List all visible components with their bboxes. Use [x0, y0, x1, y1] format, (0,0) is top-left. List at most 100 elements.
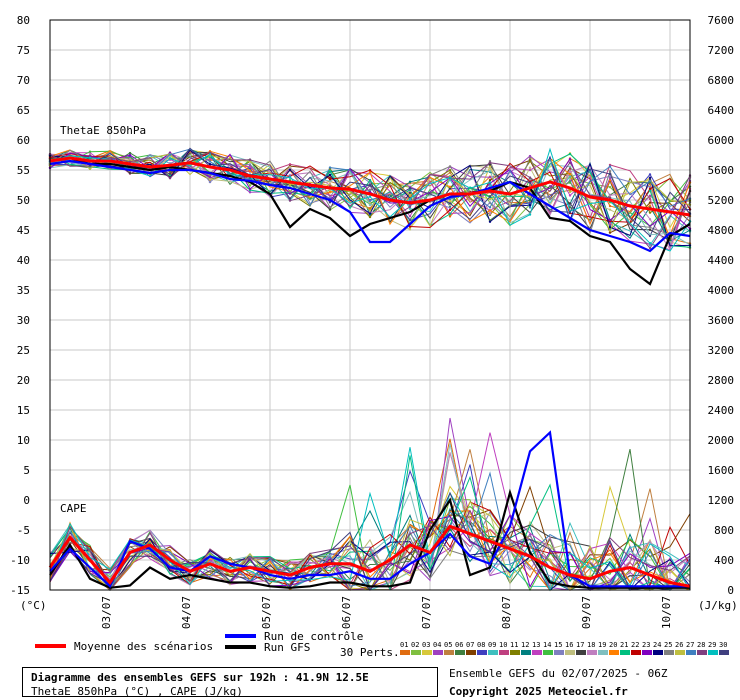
theta-member-point [208, 163, 212, 166]
legend-pert-number: 15 [554, 641, 562, 649]
theta-member-point [448, 215, 452, 218]
y-tick-label: 25 [17, 344, 30, 357]
theta-member-point [528, 160, 532, 163]
theta-member-point [408, 205, 412, 209]
theta-member-point [608, 179, 612, 182]
y2-tick-label: 3200 [708, 344, 735, 357]
theta-member-point [528, 198, 532, 201]
theta-member-point [448, 199, 452, 203]
legend-pert-number: 18 [587, 641, 595, 649]
chart-title: Diagramme des ensembles GEFS sur 192h : … [31, 671, 369, 684]
theta-member-point [448, 176, 452, 179]
theta-member-point [528, 204, 532, 207]
theta-member-point [408, 207, 412, 210]
theta-member-point [568, 194, 572, 197]
x-tick-label: 07/07 [420, 596, 433, 629]
theta-member-point [568, 190, 572, 194]
legend-pert-swatch [532, 650, 542, 655]
theta-member-point [368, 179, 372, 182]
theta-member-point [488, 209, 492, 212]
theta-member-point [208, 174, 212, 177]
cape-mean-line [48, 524, 691, 588]
legend-pert-swatch [631, 650, 641, 655]
legend-pert-number: 27 [686, 641, 694, 649]
theta-member-point [648, 201, 652, 204]
legend-pert-number: 20 [609, 641, 617, 649]
theta-member-point [288, 197, 292, 200]
theta-member-point [488, 184, 492, 187]
theta-member-point [488, 166, 492, 170]
theta-member-point [328, 208, 332, 211]
y-tick-label: 75 [17, 44, 30, 57]
x-tick-label: 10/07 [660, 596, 673, 629]
y2-tick-label: 4800 [708, 224, 735, 237]
legend-pert-number: 24 [653, 641, 661, 649]
theta-member-point [88, 167, 92, 170]
theta-member-point [288, 176, 292, 179]
legend-pert-number: 02 [411, 641, 419, 649]
theta-panel-label: ThetaE 850hPa [60, 124, 146, 137]
theta-member-point [528, 213, 532, 216]
legend-pert-number: 14 [543, 641, 551, 649]
theta-member-point [568, 165, 572, 168]
theta-member-point [328, 195, 332, 199]
theta-member-point [368, 171, 372, 174]
legend-pert-swatch [422, 650, 432, 655]
theta-member-point [448, 202, 452, 205]
theta-member-point [448, 165, 452, 168]
theta-member-point [368, 209, 372, 212]
theta-member-point [528, 176, 532, 179]
legend-pert-number: 08 [477, 641, 485, 649]
y-tick-label: -15 [10, 584, 30, 597]
theta-member-point [648, 194, 652, 197]
theta-member-point [488, 176, 492, 179]
theta-member-point [488, 181, 492, 184]
legend-pert-swatch [565, 650, 575, 655]
theta-gfs-line [49, 156, 691, 286]
theta-member-point [568, 175, 572, 178]
theta-member-point [448, 178, 452, 181]
theta-member-point [208, 157, 212, 160]
theta-member-point [168, 170, 172, 174]
legend-pert-swatch [675, 650, 685, 655]
y2-tick-label: 2400 [708, 404, 735, 417]
plot-frame [49, 19, 691, 591]
theta-member-point [648, 234, 652, 238]
theta-member-point [368, 201, 372, 204]
theta-member-point [208, 153, 212, 156]
y2-tick-label: 2000 [708, 434, 735, 447]
theta-member-point [288, 163, 292, 166]
right-axis-unit: (J/kg) [698, 599, 738, 612]
legend-pert-swatch [686, 650, 696, 655]
y2-tick-label: 7200 [708, 44, 735, 57]
theta-member-point [328, 190, 332, 194]
x-tick-label: 05/07 [260, 596, 273, 629]
theta-member-point [488, 161, 492, 164]
legend-pert-swatch [642, 650, 652, 655]
theta-member-point [528, 195, 532, 198]
y2-tick-label: 4400 [708, 254, 735, 267]
theta-member-point [368, 195, 372, 198]
legend-pert-number: 16 [565, 641, 573, 649]
theta-member-point [448, 197, 452, 201]
theta-member-point [648, 228, 652, 232]
y2-tick-label: 0 [727, 584, 734, 597]
theta-member-point [488, 197, 492, 201]
theta-member-point [248, 169, 252, 172]
legend-pert-swatch [455, 650, 465, 655]
cape-gfs-line [49, 488, 690, 589]
theta-member-point [448, 203, 452, 207]
y-tick-label: 15 [17, 404, 30, 417]
legend-pert-swatch [587, 650, 597, 655]
legend-pert-swatch [620, 650, 630, 655]
y-tick-label: 5 [23, 464, 30, 477]
theta-member-point [488, 165, 492, 168]
y-tick-label: 20 [17, 374, 30, 387]
theta-member-point [328, 205, 332, 209]
theta-member-point [368, 184, 372, 187]
theta-member-point [648, 218, 652, 221]
legend-pert-swatch [433, 650, 443, 655]
y2-tick-label: 2800 [708, 374, 735, 387]
theta-member-point [168, 157, 172, 160]
theta-member-point [608, 176, 612, 180]
